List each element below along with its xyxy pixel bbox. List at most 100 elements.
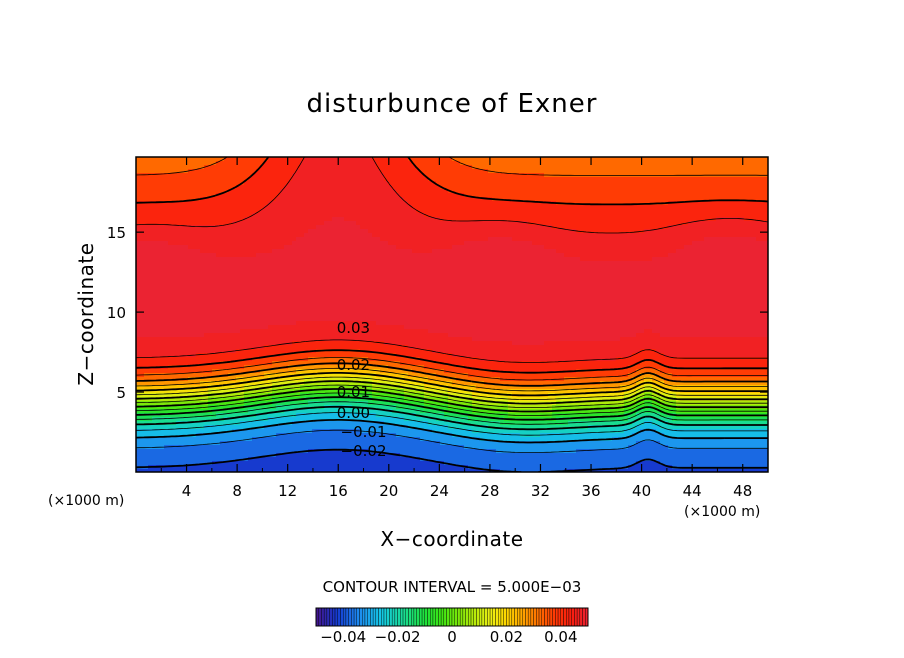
field-cell: [652, 269, 657, 274]
field-cell: [420, 205, 425, 210]
field-cell: [272, 169, 277, 174]
field-cell: [412, 161, 417, 166]
field-cell: [460, 189, 465, 194]
field-cell: [540, 233, 545, 238]
field-cell: [320, 197, 325, 202]
field-cell: [168, 233, 173, 238]
field-cell: [136, 205, 141, 210]
field-cell: [708, 269, 713, 274]
field-cell: [456, 189, 461, 194]
field-cell: [308, 185, 313, 190]
field-cell: [468, 265, 473, 270]
field-cell: [212, 201, 217, 206]
field-cell: [284, 161, 289, 166]
field-cell: [296, 185, 301, 190]
field-cell: [496, 189, 501, 194]
field-cell: [324, 205, 329, 210]
field-cell: [652, 221, 657, 226]
field-cell: [376, 157, 381, 162]
field-cell: [312, 189, 317, 194]
field-cell: [604, 157, 609, 162]
field-cell: [424, 245, 429, 250]
field-cell: [636, 189, 641, 194]
field-cell: [508, 181, 513, 186]
field-cell: [404, 169, 409, 174]
field-cell: [456, 161, 461, 166]
field-cell: [300, 273, 305, 278]
field-cell: [592, 201, 597, 206]
field-cell: [708, 213, 713, 218]
field-cell: [248, 205, 253, 210]
field-cell: [704, 169, 709, 174]
field-cell: [408, 253, 413, 258]
field-cell: [704, 277, 709, 282]
field-cell: [400, 189, 405, 194]
field-cell: [296, 193, 301, 198]
field-cell: [304, 249, 309, 254]
field-cell: [204, 229, 209, 234]
field-cell: [372, 269, 377, 274]
field-cell: [232, 269, 237, 274]
field-cell: [200, 229, 205, 234]
field-cell: [532, 209, 537, 214]
field-cell: [364, 201, 369, 206]
field-cell: [340, 185, 345, 190]
field-cell: [732, 181, 737, 186]
field-cell: [696, 229, 701, 234]
field-cell: [492, 181, 497, 186]
field-cell: [340, 169, 345, 174]
field-cell: [536, 253, 541, 258]
field-cell: [252, 217, 257, 222]
field-cell: [492, 193, 497, 198]
field-cell: [632, 165, 637, 170]
field-cell: [452, 181, 457, 186]
field-cell: [620, 257, 625, 262]
field-cell: [312, 205, 317, 210]
field-cell: [592, 237, 597, 242]
field-cell: [140, 217, 145, 222]
field-cell: [320, 165, 325, 170]
field-cell: [140, 197, 145, 202]
field-cell: [732, 221, 737, 226]
field-cell: [496, 221, 501, 226]
field-cell: [680, 257, 685, 262]
field-cell: [172, 269, 177, 274]
field-cell: [260, 257, 265, 262]
field-cell: [572, 157, 577, 162]
field-cell: [728, 185, 733, 190]
field-cell: [256, 201, 261, 206]
field-cell: [532, 181, 537, 186]
field-cell: [180, 245, 185, 250]
field-cell: [348, 165, 353, 170]
field-cell: [228, 213, 233, 218]
field-cell: [284, 165, 289, 170]
field-cell: [176, 225, 181, 230]
field-cell: [168, 237, 173, 242]
field-cell: [444, 205, 449, 210]
field-cell: [444, 165, 449, 170]
field-cell: [260, 245, 265, 250]
field-cell: [212, 189, 217, 194]
field-cell: [264, 269, 269, 274]
field-cell: [348, 265, 353, 270]
field-cell: [648, 169, 653, 174]
field-cell: [548, 245, 553, 250]
field-cell: [272, 269, 277, 274]
field-cell: [188, 197, 193, 202]
field-cell: [628, 245, 633, 250]
field-cell: [560, 189, 565, 194]
field-cell: [184, 209, 189, 214]
field-cell: [136, 165, 141, 170]
field-cell: [736, 209, 741, 214]
field-cell: [476, 205, 481, 210]
field-cell: [664, 169, 669, 174]
field-cell: [204, 201, 209, 206]
field-cell: [444, 193, 449, 198]
field-cell: [360, 213, 365, 218]
field-cell: [428, 157, 433, 162]
field-cell: [184, 249, 189, 254]
field-cell: [424, 277, 429, 282]
field-cell: [300, 165, 305, 170]
field-cell: [688, 221, 693, 226]
field-cell: [472, 197, 477, 202]
